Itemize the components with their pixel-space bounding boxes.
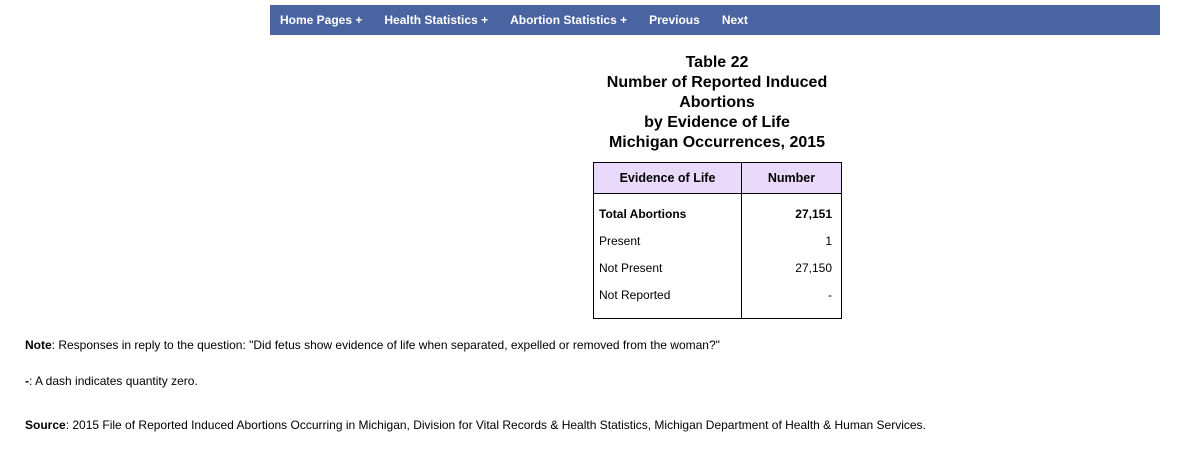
- title-line: Michigan Occurrences, 2015: [608, 134, 826, 151]
- nav-abortion-statistics-menu[interactable]: Abortion Statistics +: [510, 13, 628, 27]
- nav-next-link[interactable]: Next: [721, 13, 748, 27]
- row-label: Present: [593, 227, 742, 254]
- table-row-total: Total Abortions 27,151: [593, 193, 842, 227]
- row-value: 27,151: [741, 193, 842, 227]
- title-line: Number of Reported Induced: [606, 74, 828, 91]
- evidence-of-life-table: Evidence of Life Number Total Abortions …: [593, 162, 842, 319]
- title-line: Abortions: [679, 94, 755, 111]
- row-label: Not Reported: [593, 281, 742, 319]
- table-number: Table 22: [685, 54, 749, 71]
- column-header-number: Number: [741, 162, 842, 194]
- dash-body: : A dash indicates quantity zero.: [29, 374, 198, 388]
- table-header-row: Evidence of Life Number: [593, 162, 842, 194]
- nav-home-pages-menu[interactable]: Home Pages +: [280, 13, 363, 27]
- source-text: Source: 2015 File of Reported Induced Ab…: [25, 418, 926, 432]
- note-text: Note: Responses in reply to the question…: [25, 338, 720, 352]
- row-label: Not Present: [593, 254, 742, 281]
- note-body: : Responses in reply to the question: "D…: [51, 338, 720, 352]
- source-body: : 2015 File of Reported Induced Abortion…: [65, 418, 926, 432]
- dash-label: -: [25, 374, 29, 388]
- source-label: Source: [25, 418, 66, 432]
- nav-health-statistics-menu[interactable]: Health Statistics +: [384, 13, 489, 27]
- title-line: by Evidence of Life: [644, 114, 790, 131]
- table-title: Table 22 Number of Reported Induced Abor…: [587, 53, 847, 153]
- row-value: -: [741, 281, 842, 319]
- row-value: 1: [741, 227, 842, 254]
- row-value: 27,150: [741, 254, 842, 281]
- nav-previous-link[interactable]: Previous: [649, 13, 700, 27]
- table-row: Not Reported -: [593, 281, 842, 319]
- table-row: Not Present 27,150: [593, 254, 842, 281]
- row-label: Total Abortions: [593, 193, 742, 227]
- column-header-evidence-of-life: Evidence of Life: [593, 162, 742, 194]
- dash-legend: -: A dash indicates quantity zero.: [25, 374, 198, 388]
- table-row: Present 1: [593, 227, 842, 254]
- top-navigation-bar: Home Pages + Health Statistics + Abortio…: [270, 5, 1160, 35]
- note-label: Note: [25, 338, 52, 352]
